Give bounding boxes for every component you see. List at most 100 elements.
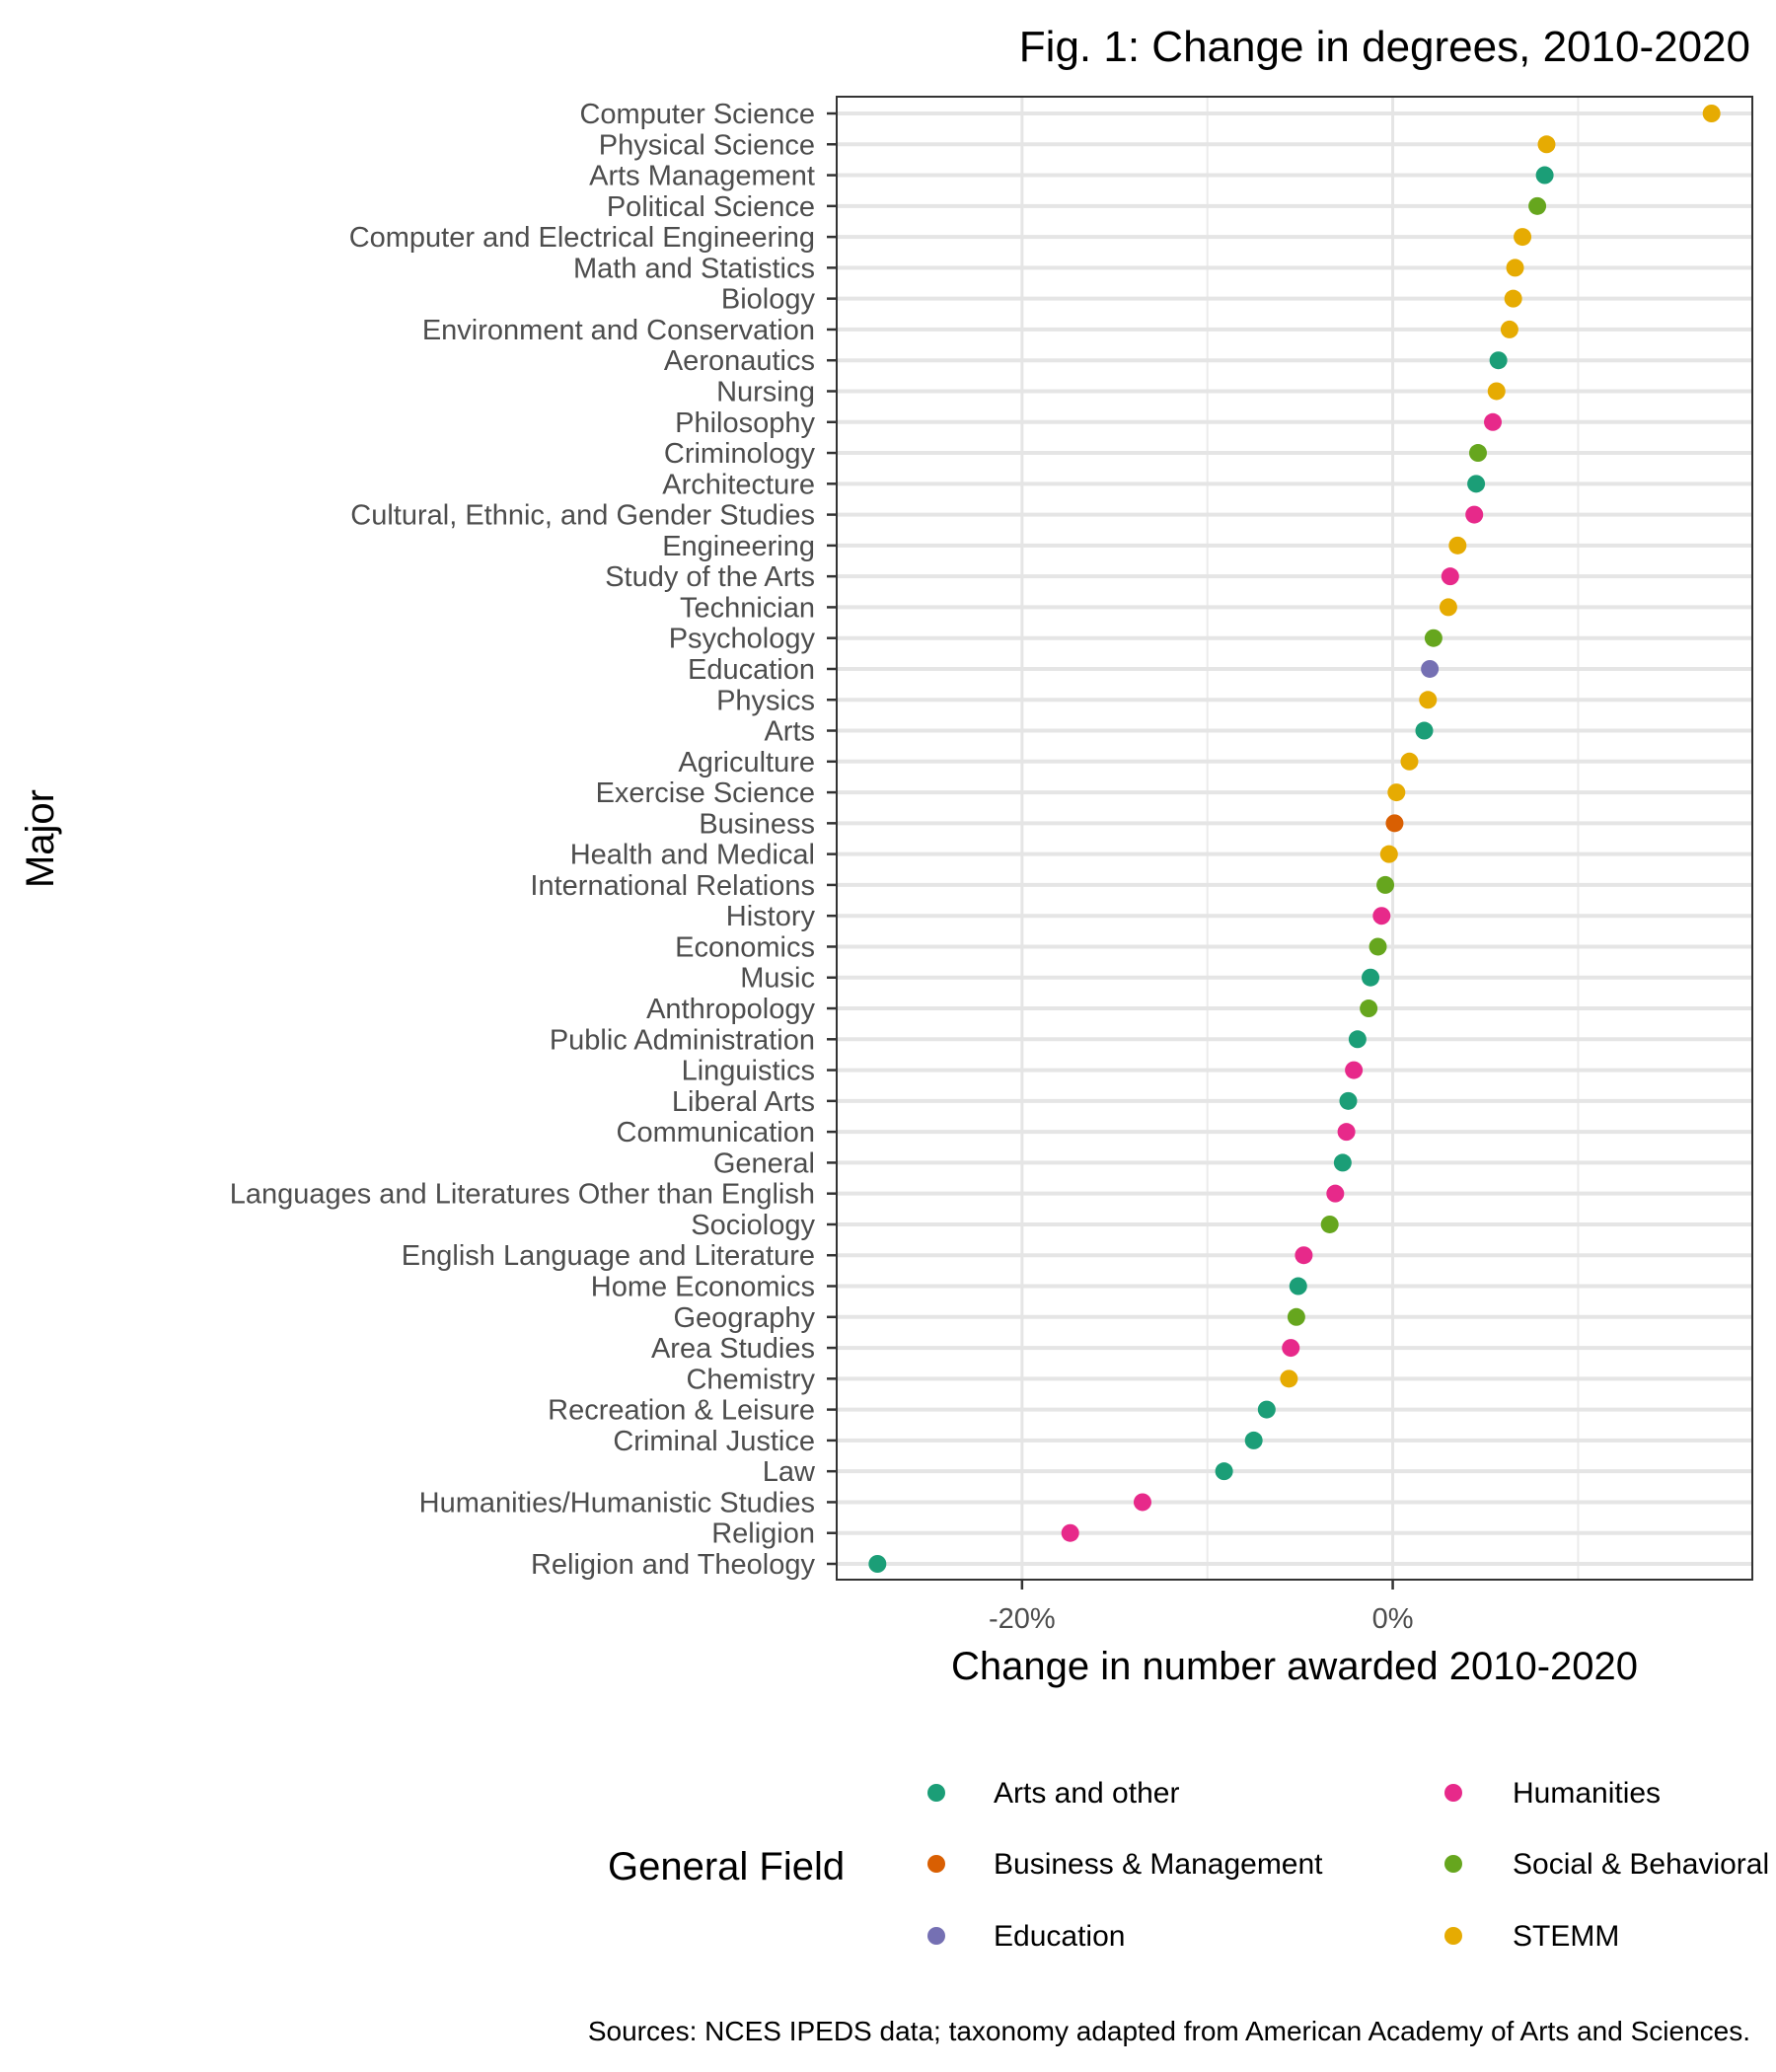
legend-label: Humanities (1513, 1777, 1661, 1810)
legend-title: General Field (608, 1845, 845, 1888)
y-tick-label: Psychology (669, 624, 816, 655)
points (868, 105, 1721, 1573)
data-point (1500, 320, 1518, 338)
y-tick-label: Humanities/Humanistic Studies (419, 1487, 815, 1518)
y-tick-label: Study of the Arts (605, 561, 815, 593)
y-tick-label: Religion (711, 1518, 815, 1550)
caption: Sources: NCES IPEDS data; taxonomy adapt… (588, 2016, 1750, 2046)
legend-key (1444, 1855, 1462, 1873)
x-tick-label: 0% (1372, 1603, 1414, 1635)
data-point (1504, 289, 1522, 308)
data-point (1280, 1369, 1298, 1388)
data-point (1484, 412, 1503, 431)
y-tick-label: Political Science (607, 191, 815, 223)
panel-border (836, 96, 1753, 1581)
y-tick-label: Philosophy (675, 407, 815, 439)
data-point (1379, 845, 1398, 863)
data-point (1339, 1091, 1358, 1110)
data-point (1506, 259, 1524, 277)
data-point (1360, 999, 1378, 1018)
data-point (1369, 937, 1387, 956)
data-point (1514, 228, 1532, 247)
y-tick-label: History (726, 901, 816, 932)
data-point (1337, 1123, 1356, 1142)
y-tick-label: General (713, 1147, 815, 1179)
y-tick-label: Liberal Arts (672, 1086, 815, 1118)
data-point (1415, 721, 1434, 740)
y-tick-label: Education (688, 654, 815, 686)
y-tick-label: Biology (721, 284, 816, 316)
y-tick-label: Architecture (662, 469, 815, 500)
y-tick-label: Economics (675, 931, 815, 963)
y-tick-label: Business (699, 808, 815, 840)
y-tick-label: Engineering (662, 531, 815, 562)
data-point (1348, 1030, 1367, 1049)
y-tick-label: Cultural, Ethnic, and Gender Studies (350, 500, 815, 532)
data-point (1333, 1153, 1352, 1172)
y-tick-label: Home Economics (591, 1272, 815, 1303)
legend: Arts and other Business & Management Educa… (927, 1777, 1776, 1953)
data-point (1257, 1400, 1276, 1419)
data-point (1289, 1277, 1307, 1295)
data-point (1345, 1061, 1364, 1079)
y-tick-label: Arts (764, 716, 815, 748)
y-tick-label: Exercise Science (596, 777, 815, 809)
x-axis: -20% 0% (989, 1580, 1414, 1635)
legend-label: STEMM (1513, 1920, 1619, 1953)
x-tick-label: -20% (989, 1603, 1056, 1635)
data-point (1702, 105, 1721, 122)
data-point (1419, 691, 1438, 709)
data-point (1448, 536, 1467, 555)
y-tick-label: Communication (617, 1117, 815, 1148)
grid (836, 97, 1752, 1580)
data-point (1362, 968, 1380, 987)
data-point (1424, 629, 1443, 647)
y-tick-label: Aeronautics (664, 345, 815, 377)
y-tick-label: Physics (716, 685, 815, 716)
data-point (868, 1555, 887, 1573)
data-point (1133, 1493, 1151, 1512)
y-tick-label: Linguistics (682, 1056, 815, 1087)
y-tick-label: Criminal Justice (613, 1426, 815, 1457)
y-tick-label: Recreation & Leisure (548, 1395, 815, 1427)
y-tick-label: Health and Medical (570, 840, 815, 871)
data-point (1441, 567, 1459, 586)
data-point (1387, 783, 1406, 802)
data-point (1320, 1215, 1339, 1233)
data-point (1468, 444, 1487, 463)
x-axis-title: Change in number awarded 2010-2020 (951, 1645, 1638, 1688)
y-tick-label: Music (740, 963, 815, 995)
data-point (1537, 135, 1556, 154)
legend-key (1444, 1927, 1462, 1945)
y-tick-label: Physical Science (599, 129, 815, 161)
y-tick-label: Computer and Electrical Engineering (349, 222, 815, 254)
y-tick-label: Environment and Conservation (422, 315, 815, 346)
data-point (1487, 382, 1506, 401)
legend-key (927, 1855, 945, 1873)
y-tick-label: Criminology (664, 438, 816, 470)
y-tick-label: Sociology (691, 1210, 815, 1241)
y-tick-label: Languages and Literatures Other than Eng… (230, 1179, 815, 1211)
data-point (1385, 814, 1404, 833)
legend-key (927, 1784, 945, 1802)
data-point (1439, 598, 1457, 617)
y-tick-label: Agriculture (678, 747, 815, 778)
y-tick-label: Area Studies (651, 1333, 815, 1365)
data-point (1295, 1246, 1313, 1265)
data-point (1287, 1307, 1305, 1326)
legend-label: Education (994, 1920, 1125, 1953)
data-point (1467, 475, 1486, 493)
data-point (1372, 907, 1391, 925)
y-tick-label: Geography (674, 1302, 816, 1334)
y-tick-label: Nursing (716, 376, 815, 407)
data-point (1376, 875, 1395, 894)
y-tick-label: Math and Statistics (573, 253, 815, 284)
data-point (1061, 1523, 1079, 1542)
legend-label: Arts and other (994, 1777, 1179, 1810)
y-tick-label: Chemistry (686, 1364, 815, 1395)
data-point (1528, 196, 1547, 215)
chart-title: Fig. 1: Change in degrees, 2010-2020 (1019, 23, 1750, 71)
data-point (1400, 752, 1419, 771)
